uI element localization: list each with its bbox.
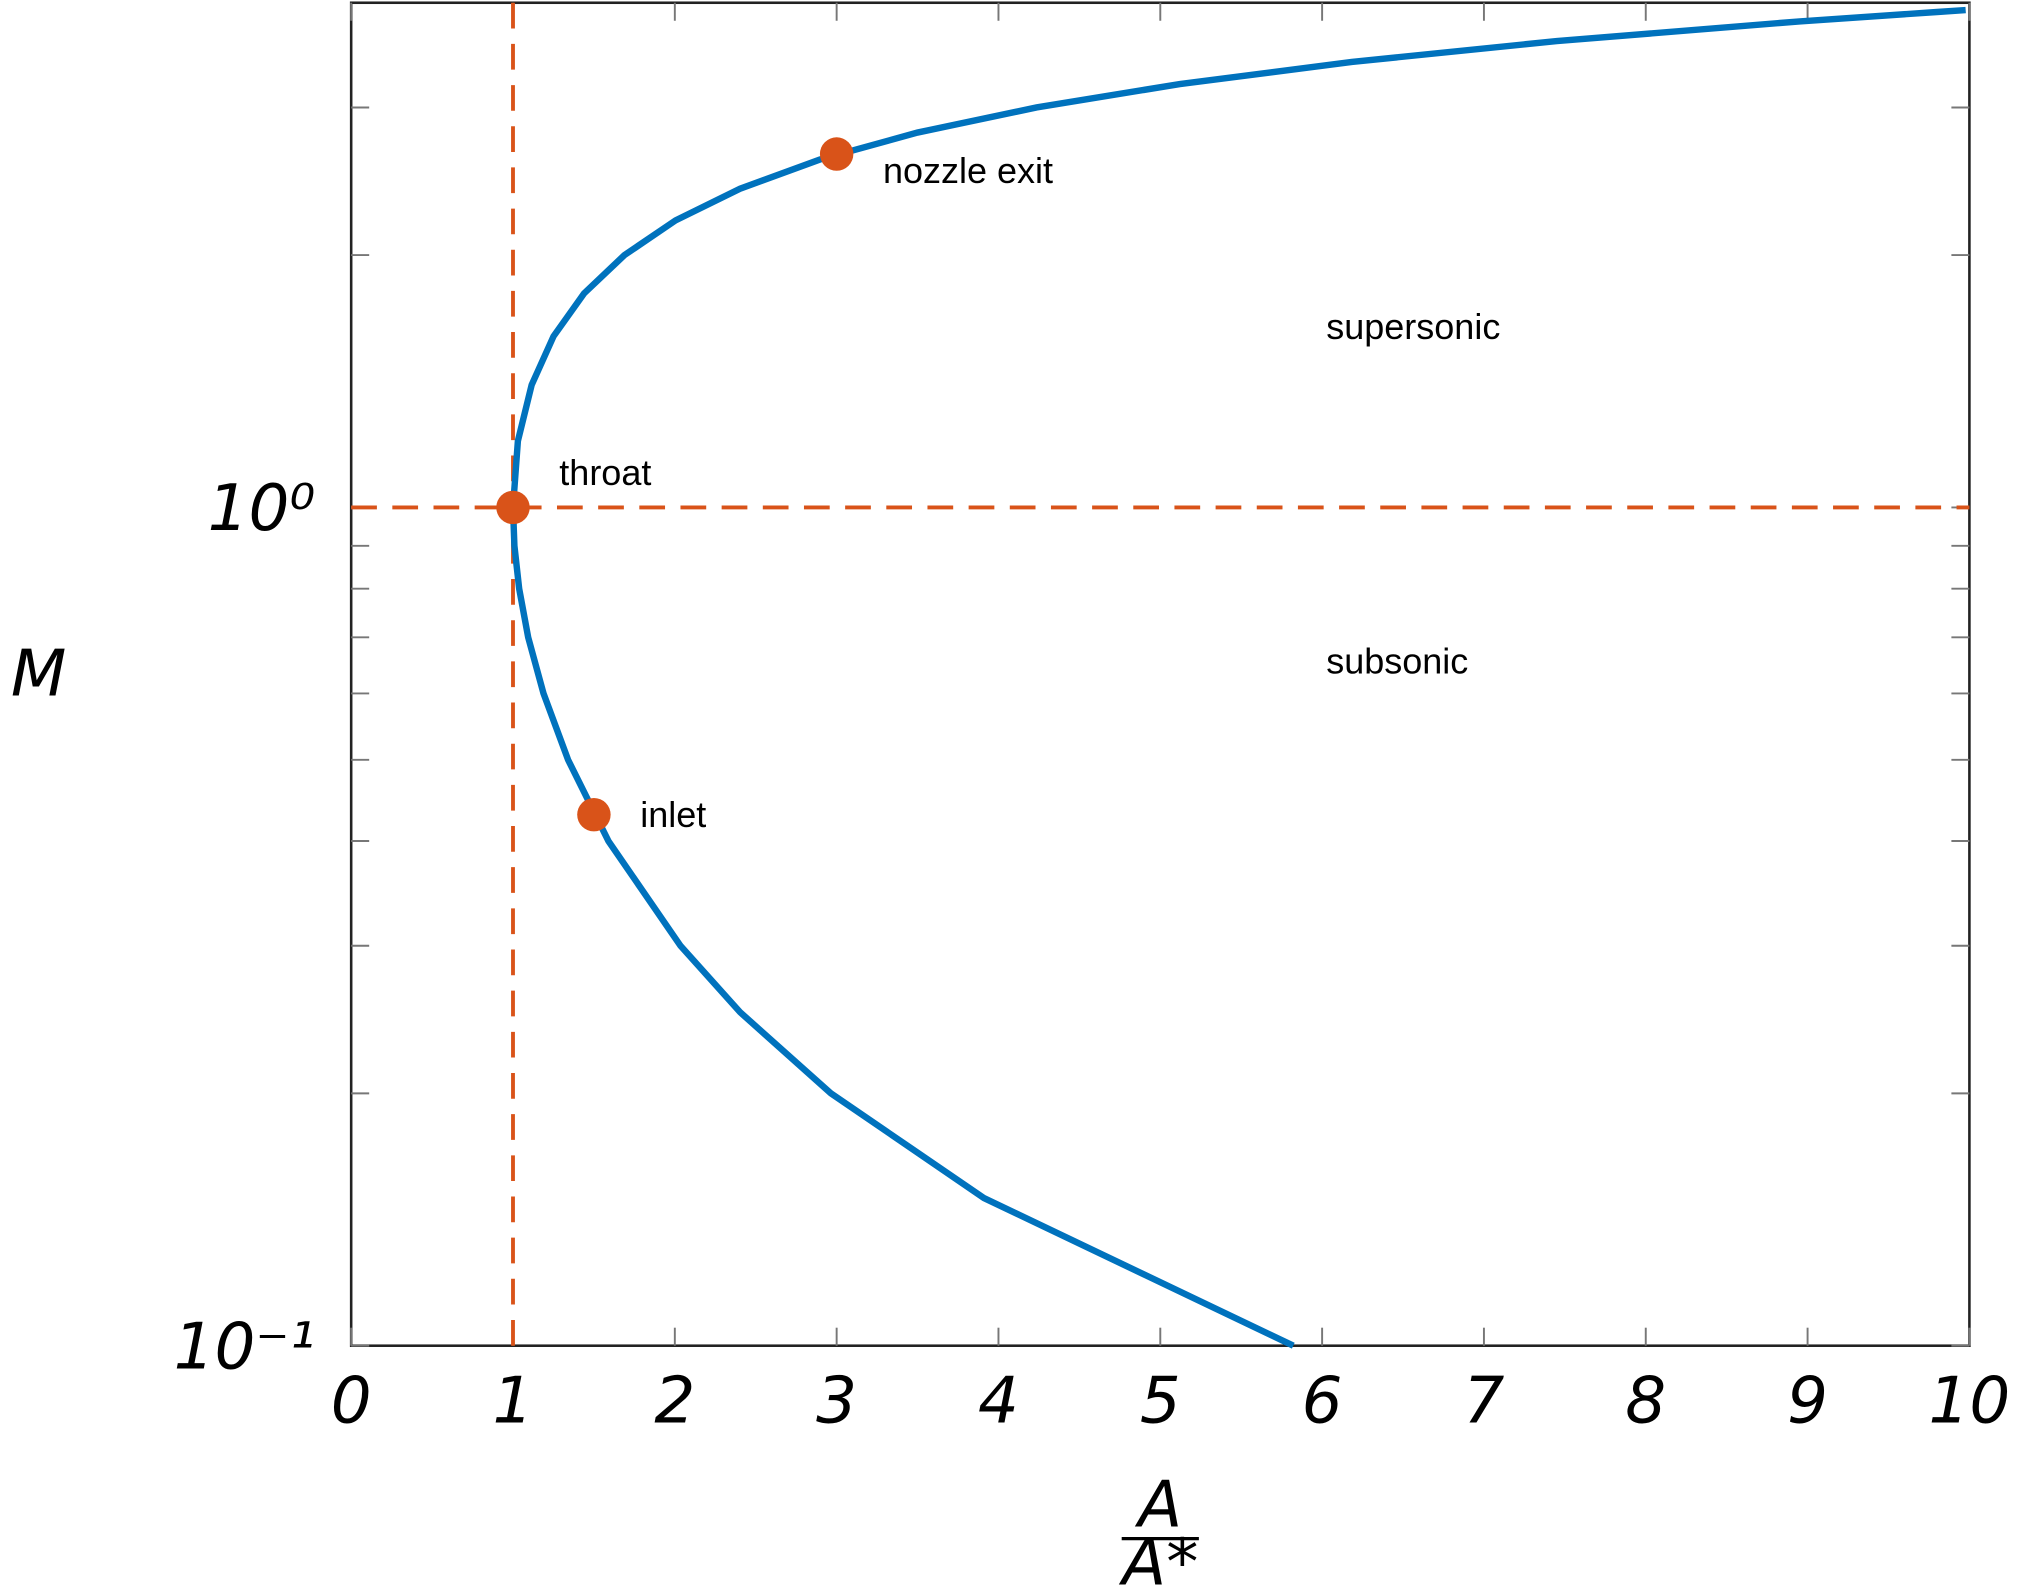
x-axis-label-numerator: A	[1134, 1468, 1182, 1543]
x-tick-label: 5	[1140, 1363, 1181, 1438]
x-tick-label: 1	[493, 1363, 534, 1438]
point-label: inlet	[640, 794, 706, 835]
x-tick-label: 9	[1787, 1363, 1828, 1438]
point-label: throat	[559, 452, 651, 493]
point-label: nozzle exit	[883, 150, 1053, 191]
region-label: subsonic	[1326, 640, 1468, 681]
x-tick-label: 6	[1302, 1363, 1343, 1438]
x-tick-label: 4	[978, 1363, 1019, 1438]
x-tick-label: 8	[1625, 1363, 1666, 1438]
x-tick-label: 0	[331, 1363, 372, 1438]
plot-frame	[349, 1, 1971, 1347]
marker-point	[496, 490, 530, 525]
x-tick-label: 7	[1463, 1363, 1504, 1438]
x-axis-label-denominator: A*	[1118, 1526, 1198, 1589]
marker-point	[819, 137, 854, 171]
y-tick-label: 10⁰	[208, 471, 316, 546]
x-tick-label: 2	[654, 1363, 695, 1438]
x-tick-label: 10	[1928, 1363, 2010, 1438]
x-tick-label: 3	[816, 1363, 857, 1438]
y-axis-label: M	[11, 637, 66, 712]
y-tick-label: 10⁻¹	[174, 1309, 316, 1384]
region-label: supersonic	[1326, 306, 1500, 347]
marker-point	[577, 797, 611, 832]
line-series	[509, 6, 1966, 1349]
